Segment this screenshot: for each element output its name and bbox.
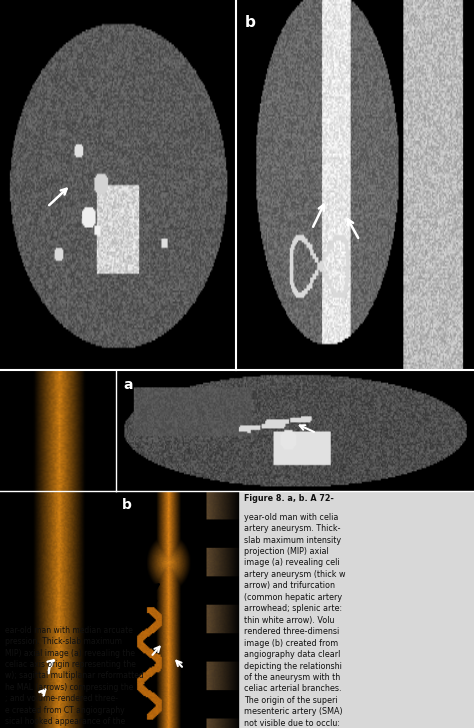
Text: a: a [123,379,133,392]
Text: Figure 8. a, b. A 72-: Figure 8. a, b. A 72- [244,494,334,503]
Text: ear-old man with median arcuate
pression. Thick-slab maximum
MIP) axial image (a: ear-old man with median arcuate pression… [5,625,144,728]
Text: year-old man with celia
artery aneurysm. Thick-
slab maximum intensity
projectio: year-old man with celia artery aneurysm.… [244,513,346,728]
Text: b: b [122,499,132,513]
Text: b: b [245,15,256,30]
